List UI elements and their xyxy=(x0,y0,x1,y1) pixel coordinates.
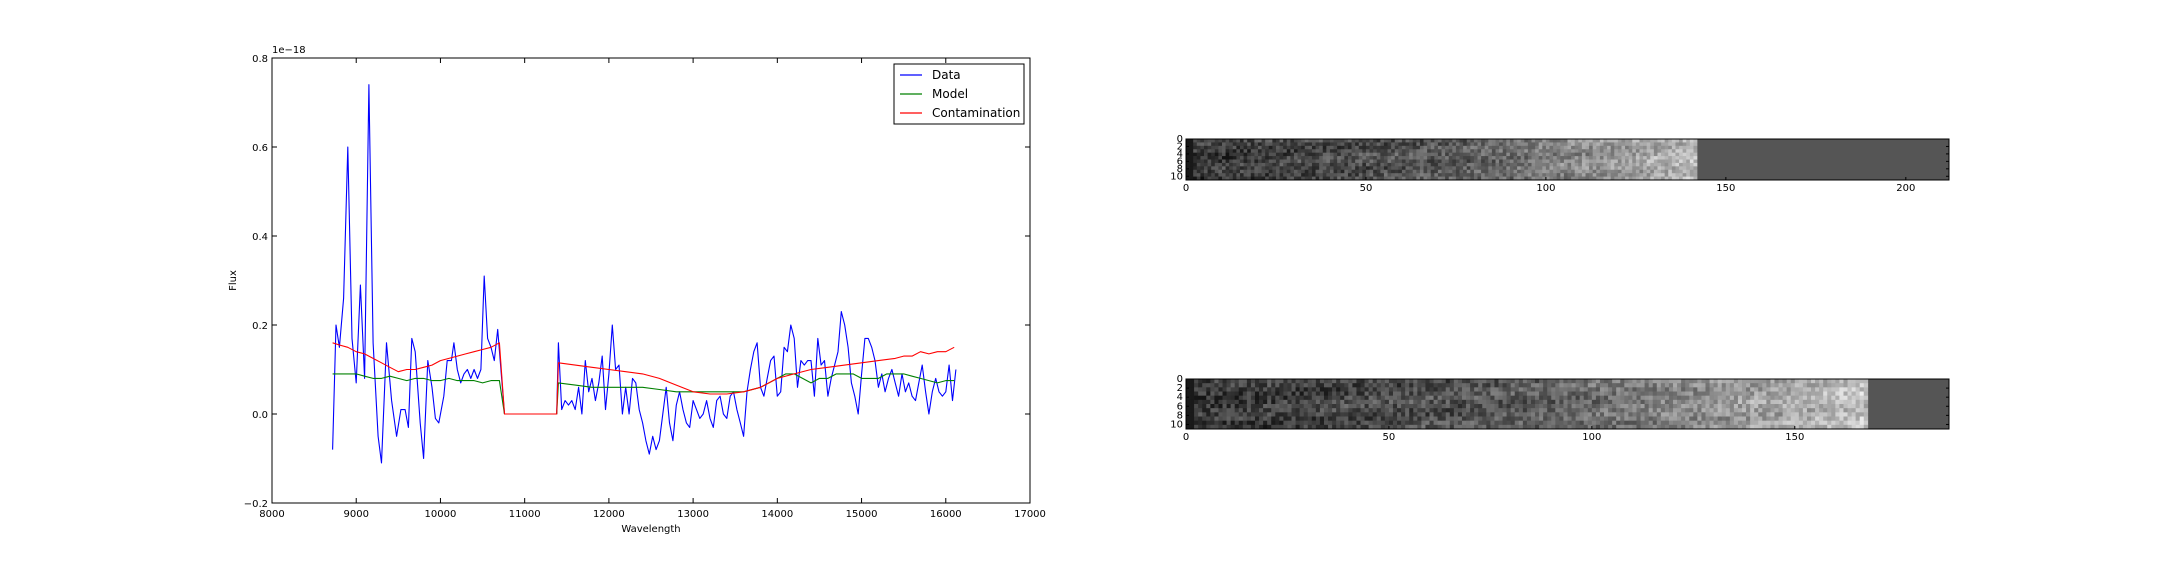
y-tick-label: 8 xyxy=(1177,164,1183,175)
x-tick-label: 50 xyxy=(1383,432,1396,443)
y-tick-label: 10 xyxy=(1170,419,1183,430)
series-line-contamination xyxy=(332,342,955,415)
plot-area xyxy=(272,58,1030,503)
x-tick-label: 150 xyxy=(1716,183,1735,194)
x-tick-label: 0 xyxy=(1183,183,1189,194)
y-tick-label: 2 xyxy=(1177,383,1183,394)
y-tick-label: 6 xyxy=(1177,156,1183,167)
y-tick-label: 2 xyxy=(1177,141,1183,152)
y-tick-label: 0.2 xyxy=(252,321,268,332)
series-line-data xyxy=(332,84,957,464)
x-tick-label: 150 xyxy=(1785,432,1804,443)
y-tick-label: 0.6 xyxy=(252,143,268,154)
y-tick-label: 0 xyxy=(1177,374,1183,385)
legend-label-contamination: Contamination xyxy=(932,106,1020,120)
y-tick-label: 0.8 xyxy=(252,54,268,65)
x-tick-label: 14000 xyxy=(761,509,793,520)
spectrum-chart: 8000 9000 10000 11000 12000 13000 14000 15000 16… xyxy=(228,45,1046,535)
x-tick-label: 13000 xyxy=(677,509,709,520)
x-tick-label: 16000 xyxy=(930,509,962,520)
legend: Data Model Contamination xyxy=(893,63,1025,125)
x-tick-label: 8000 xyxy=(259,509,284,520)
y-tick-label: −0.2 xyxy=(244,499,268,510)
y-axis-label: Flux xyxy=(228,270,239,291)
y-tick-label: 4 xyxy=(1177,149,1183,160)
x-tick-label: 50 xyxy=(1360,183,1373,194)
plot-frame xyxy=(271,57,1031,504)
x-tick-label: 15000 xyxy=(846,509,878,520)
x-tick-label: 11000 xyxy=(509,509,541,520)
y-tick-label: 0.0 xyxy=(252,410,268,421)
y-tick-label: 6 xyxy=(1177,401,1183,412)
series-line-model xyxy=(332,373,955,415)
y-tick-label: 4 xyxy=(1177,392,1183,403)
image-pixels xyxy=(1186,139,1698,181)
x-tick-label: 100 xyxy=(1582,432,1601,443)
x-tick-label: 200 xyxy=(1896,183,1915,194)
legend-label-model: Model xyxy=(932,87,968,101)
y-tick-label: 8 xyxy=(1177,410,1183,421)
y-tick-label: 0 xyxy=(1177,134,1183,145)
x-tick-label: 100 xyxy=(1536,183,1555,194)
y-tick-label: 0.4 xyxy=(252,232,268,243)
x-tick-label: 10000 xyxy=(425,509,457,520)
image-pixels xyxy=(1186,379,1869,430)
x-axis-label: Wavelength xyxy=(621,524,680,535)
x-tick-label: 0 xyxy=(1183,432,1189,443)
x-tick-label: 12000 xyxy=(593,509,625,520)
x-tick-label: 17000 xyxy=(1014,509,1046,520)
x-tick-label: 9000 xyxy=(343,509,368,520)
y-tick-label: 10 xyxy=(1170,171,1183,182)
legend-label-data: Data xyxy=(932,68,961,82)
y-offset-text: 1e−18 xyxy=(272,45,306,56)
